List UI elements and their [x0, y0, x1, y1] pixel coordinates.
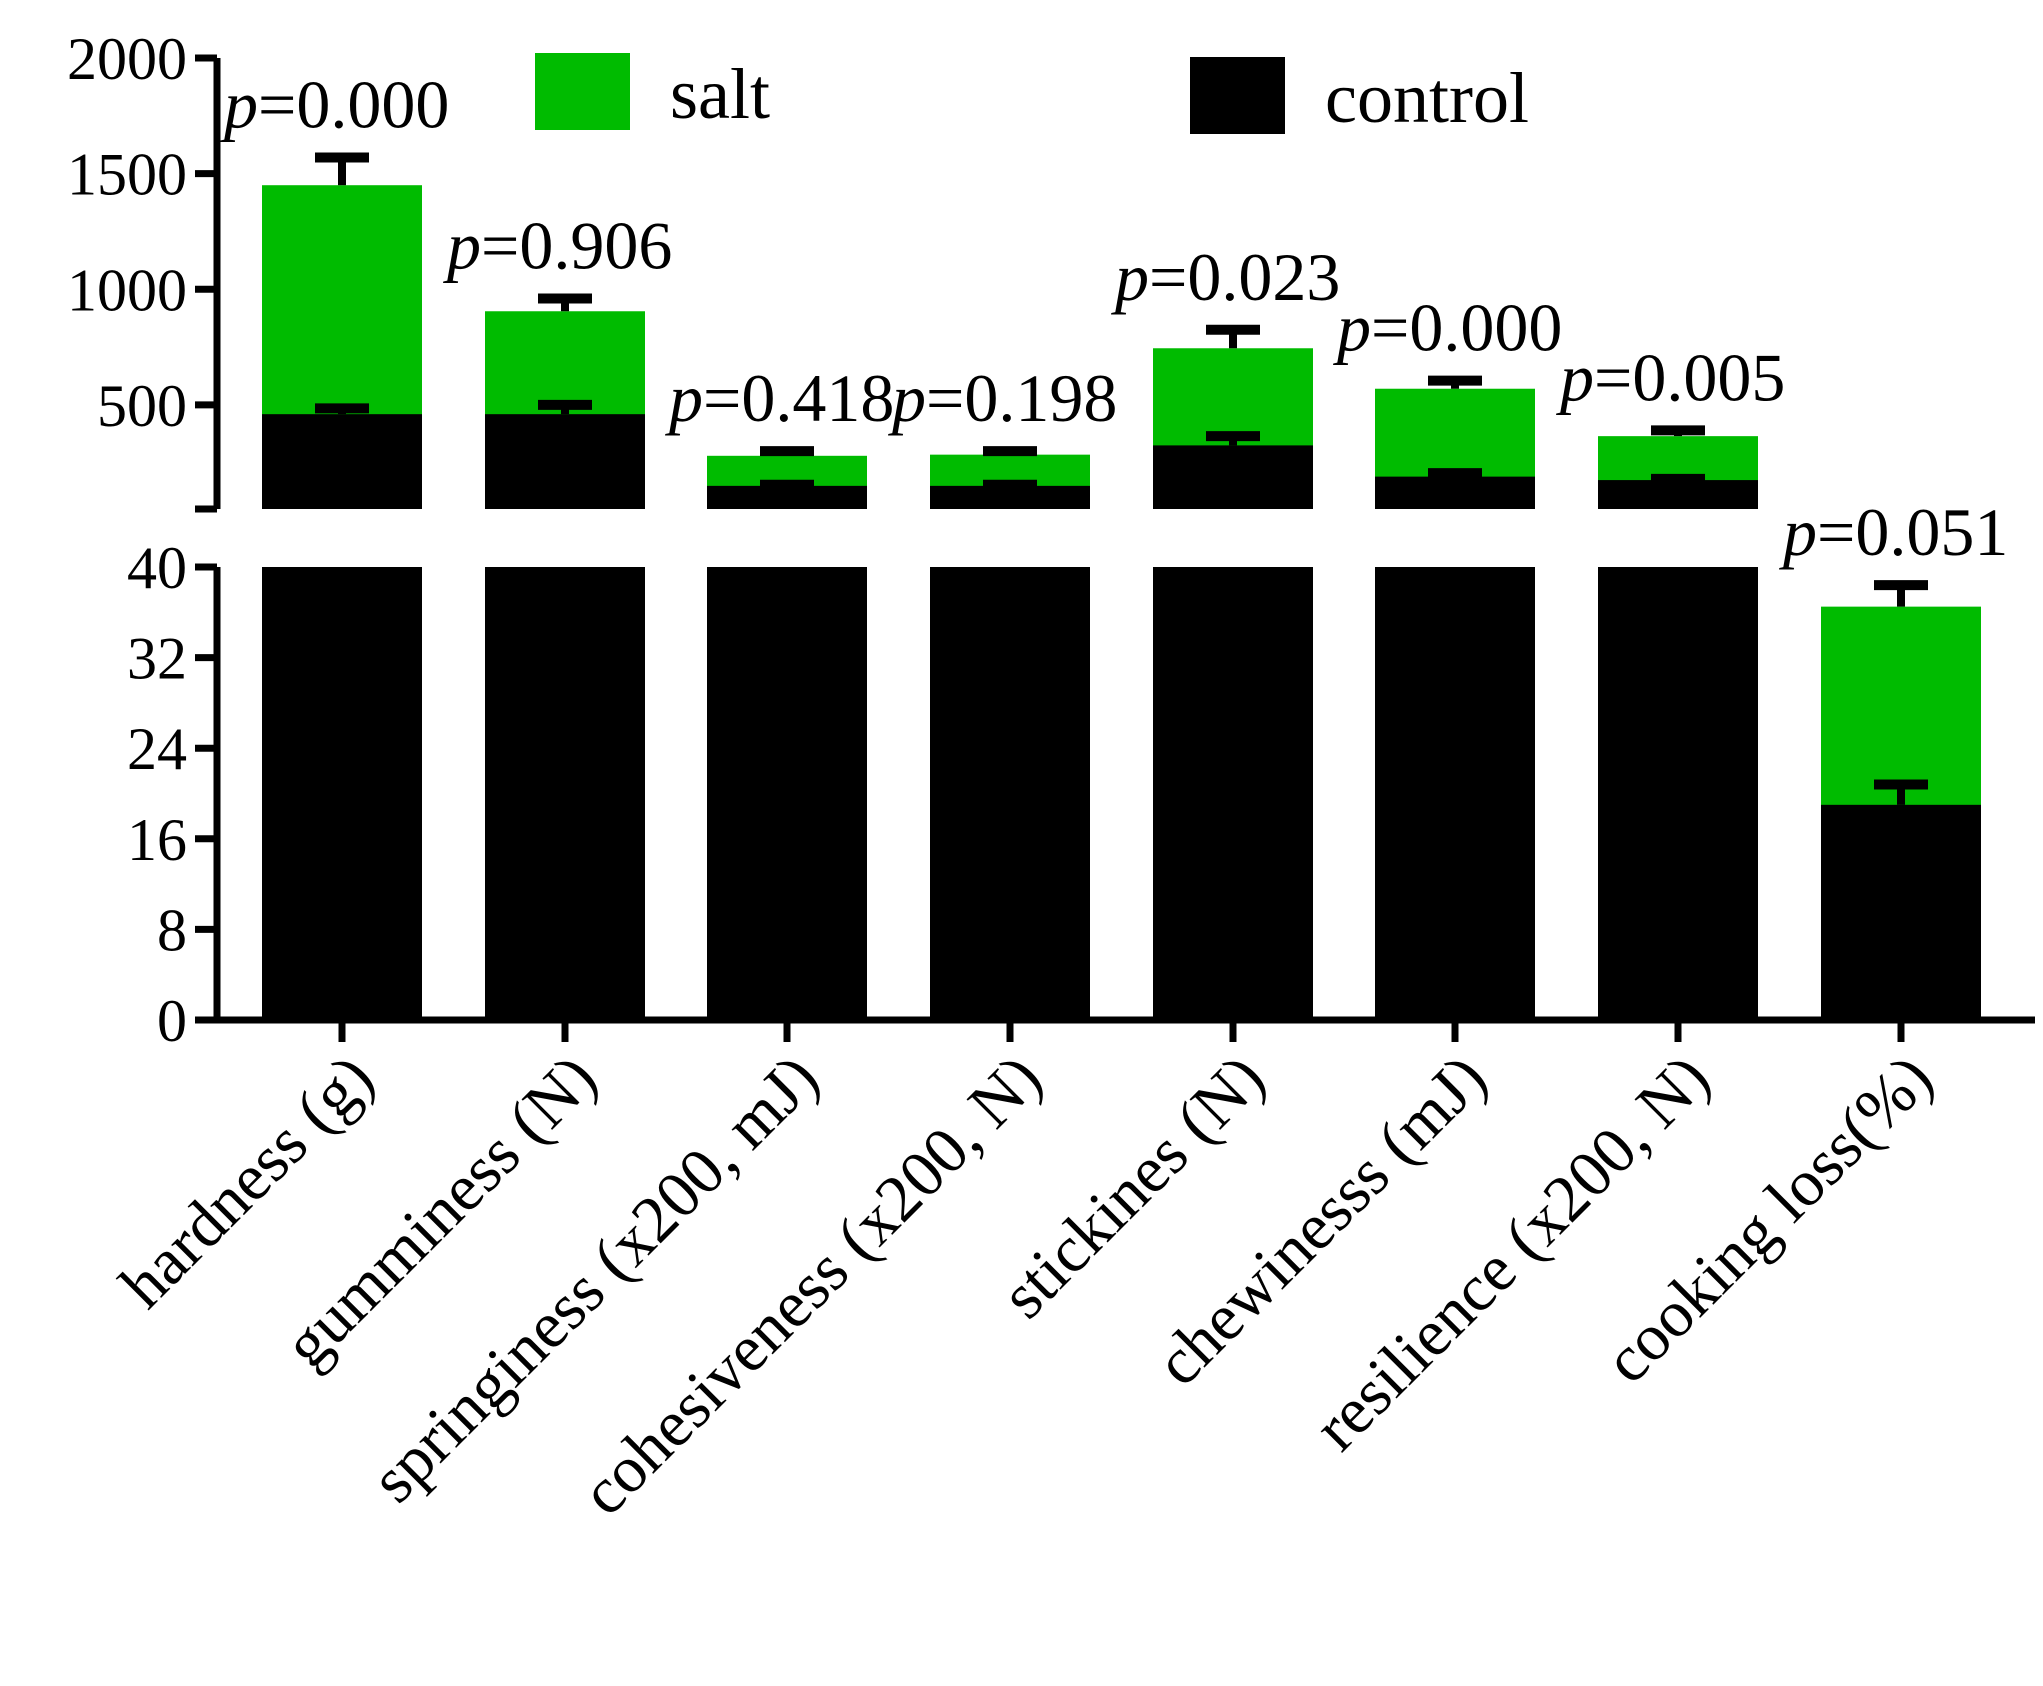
legend: salt control: [535, 53, 1529, 138]
p-value-label-7: p=0.051: [1779, 494, 2008, 570]
x-category-label-3: cohesiveness (x200, N): [567, 1041, 1055, 1529]
p-value-label-5: p=0.000: [1333, 290, 1562, 366]
p-value-label-2: p=0.418: [665, 360, 894, 436]
legend-label-control: control: [1325, 58, 1529, 138]
legend-label-salt: salt: [670, 54, 770, 134]
bar-lower-fill-6: [1598, 567, 1758, 1020]
bar-lower-fill-0: [262, 567, 422, 1020]
p-value-label-0: p=0.000: [220, 66, 449, 142]
legend-swatch-control: [1190, 57, 1285, 134]
bar-control-1: [485, 414, 645, 509]
y-tick-label-upper-0: 500: [97, 373, 187, 439]
bars-layer: [262, 152, 1981, 1020]
y-tick-label-upper-2: 1500: [67, 142, 187, 208]
x-category-label-2: springiness (x200, mJ): [357, 1041, 833, 1517]
y-tick-label-lower-3: 24: [127, 716, 187, 782]
bar-control-2: [707, 485, 867, 509]
y-tick-label-lower-4: 32: [127, 626, 187, 692]
bar-control-4: [1153, 445, 1313, 509]
bar-lower-fill-2: [707, 567, 867, 1020]
bar-lower-fill-1: [485, 567, 645, 1020]
y-tick-label-lower-1: 8: [157, 897, 187, 963]
y-tick-label-upper-3: 2000: [67, 26, 187, 92]
bar-control-6: [1598, 480, 1758, 509]
y-tick-label-lower-0: 0: [157, 988, 187, 1054]
bar-control-5: [1375, 476, 1535, 509]
y-tick-label-lower-2: 16: [127, 807, 187, 873]
y-tick-label-upper-1: 1000: [67, 257, 187, 323]
p-value-label-1: p=0.906: [443, 208, 672, 284]
bar-control-3: [930, 485, 1090, 509]
bar-lower-fill-3: [930, 567, 1090, 1020]
x-category-label-6: resilience (x200, N): [1300, 1041, 1724, 1465]
bar-lower-fill-5: [1375, 567, 1535, 1020]
legend-swatch-salt: [535, 53, 630, 130]
p-value-label-6: p=0.005: [1556, 339, 1785, 415]
axes-layer: [195, 54, 2035, 1042]
bar-control-0: [262, 414, 422, 509]
bar-lower-fill-4: [1153, 567, 1313, 1020]
bar-control-7: [1821, 804, 1981, 1020]
y-tick-label-lower-5: 40: [127, 535, 187, 601]
p-value-label-4: p=0.023: [1111, 239, 1340, 315]
p-value-label-3: p=0.198: [888, 360, 1117, 436]
